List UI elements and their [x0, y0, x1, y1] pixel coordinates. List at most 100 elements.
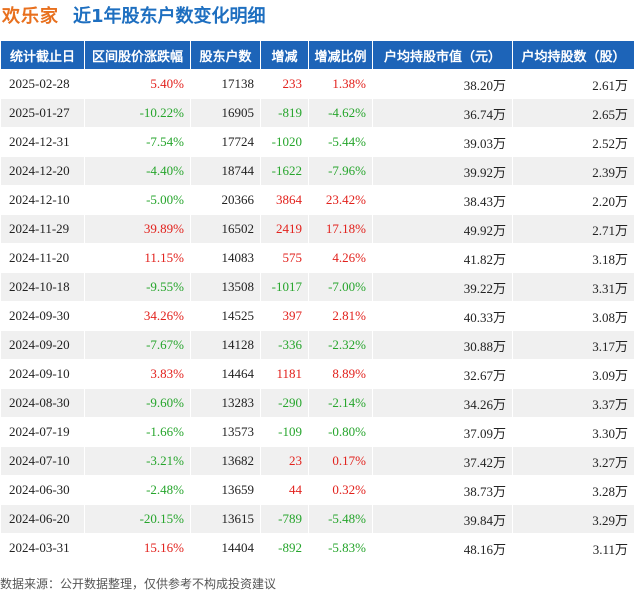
cell-avg-value: 38.73万	[372, 475, 513, 505]
cell-change: -109	[260, 417, 309, 447]
column-header: 户均持股数（股）	[512, 40, 634, 70]
cell-date: 2024-09-30	[0, 301, 85, 331]
cell-change-pct: 0.32%	[308, 475, 373, 505]
cell-price-change: -3.21%	[84, 446, 191, 476]
cell-avg-shares: 3.27万	[512, 446, 634, 476]
cell-date: 2025-01-27	[0, 98, 85, 128]
cell-avg-shares: 2.65万	[512, 98, 634, 128]
cell-change: -892	[260, 533, 309, 563]
cell-avg-value: 40.33万	[372, 301, 513, 331]
cell-holders: 16502	[190, 214, 261, 244]
stock-name: 欢乐家	[2, 6, 59, 27]
cell-holders: 17724	[190, 127, 261, 157]
cell-avg-value: 38.20万	[372, 69, 513, 99]
cell-holders: 13682	[190, 446, 261, 476]
cell-change-pct: -5.83%	[308, 533, 373, 563]
cell-price-change: -9.60%	[84, 388, 191, 418]
cell-change-pct: 17.18%	[308, 214, 373, 244]
cell-change: -336	[260, 330, 309, 360]
cell-change: 1181	[260, 359, 309, 389]
cell-date: 2024-11-29	[0, 214, 85, 244]
cell-price-change: -7.54%	[84, 127, 191, 157]
cell-date: 2024-08-30	[0, 388, 85, 418]
cell-avg-value: 32.67万	[372, 359, 513, 389]
cell-price-change: -4.40%	[84, 156, 191, 186]
cell-change: 2419	[260, 214, 309, 244]
cell-avg-value: 37.42万	[372, 446, 513, 476]
cell-change: -819	[260, 98, 309, 128]
cell-avg-value: 36.74万	[372, 98, 513, 128]
cell-avg-value: 39.03万	[372, 127, 513, 157]
cell-change: 575	[260, 243, 309, 273]
cell-holders: 16905	[190, 98, 261, 128]
column-header: 区间股价涨跌幅	[84, 40, 191, 70]
cell-holders: 20366	[190, 185, 261, 215]
table-row: 2024-12-20 -4.40% 18744 -1622 -7.96% 39.92万 2.…	[0, 156, 634, 186]
cell-avg-shares: 3.29万	[512, 504, 634, 534]
cell-avg-shares: 3.11万	[512, 533, 634, 563]
cell-change: -1020	[260, 127, 309, 157]
cell-date: 2024-06-20	[0, 504, 85, 534]
cell-price-change: 39.89%	[84, 214, 191, 244]
cell-avg-shares: 3.18万	[512, 243, 634, 273]
cell-price-change: -7.67%	[84, 330, 191, 360]
cell-avg-shares: 2.39万	[512, 156, 634, 186]
cell-change: 3864	[260, 185, 309, 215]
cell-price-change: -10.22%	[84, 98, 191, 128]
cell-avg-value: 30.88万	[372, 330, 513, 360]
cell-holders: 14525	[190, 301, 261, 331]
column-header: 增减	[260, 40, 309, 70]
cell-holders: 13615	[190, 504, 261, 534]
column-header: 股东户数	[190, 40, 261, 70]
title-bar: 欢乐家 近1年股东户数变化明细	[0, 0, 634, 30]
cell-change: -1017	[260, 272, 309, 302]
cell-holders: 14128	[190, 330, 261, 360]
cell-date: 2024-11-20	[0, 243, 85, 273]
page-title: 近1年股东户数变化明细	[73, 6, 266, 27]
cell-change-pct: -5.44%	[308, 127, 373, 157]
cell-date: 2024-09-10	[0, 359, 85, 389]
cell-holders: 13573	[190, 417, 261, 447]
cell-holders: 18744	[190, 156, 261, 186]
cell-change: 397	[260, 301, 309, 331]
cell-avg-value: 41.82万	[372, 243, 513, 273]
table-row: 2024-09-10 3.83% 14464 1181 8.89% 32.67万 3.09万	[0, 359, 634, 389]
cell-change: -1622	[260, 156, 309, 186]
cell-change-pct: -7.00%	[308, 272, 373, 302]
table-row: 2024-11-29 39.89% 16502 2419 17.18% 49.92万 2.7…	[0, 214, 634, 244]
cell-holders: 14083	[190, 243, 261, 273]
column-header: 增减比例	[308, 40, 373, 70]
cell-change-pct: -4.62%	[308, 98, 373, 128]
cell-change-pct: -0.80%	[308, 417, 373, 447]
cell-date: 2024-12-10	[0, 185, 85, 215]
cell-avg-value: 39.84万	[372, 504, 513, 534]
cell-change-pct: -7.96%	[308, 156, 373, 186]
cell-change-pct: -2.32%	[308, 330, 373, 360]
cell-change: -789	[260, 504, 309, 534]
cell-price-change: 3.83%	[84, 359, 191, 389]
table-row: 2024-07-19 -1.66% 13573 -109 -0.80% 37.09万 3.3…	[0, 417, 634, 447]
cell-avg-value: 48.16万	[372, 533, 513, 563]
cell-change-pct: 0.17%	[308, 446, 373, 476]
cell-avg-shares: 2.20万	[512, 185, 634, 215]
cell-holders: 13283	[190, 388, 261, 418]
cell-date: 2025-02-28	[0, 69, 85, 99]
table-row: 2024-09-20 -7.67% 14128 -336 -2.32% 30.88万 3.1…	[0, 330, 634, 360]
cell-change-pct: -2.14%	[308, 388, 373, 418]
table-header-row: 统计截止日 区间股价涨跌幅 股东户数 增减 增减比例 户均持股市值（元） 户均持…	[0, 40, 634, 70]
table-row: 2024-09-30 34.26% 14525 397 2.81% 40.33万 3.08万	[0, 301, 634, 331]
cell-change: 44	[260, 475, 309, 505]
cell-holders: 13508	[190, 272, 261, 302]
cell-avg-value: 34.26万	[372, 388, 513, 418]
table-row: 2024-11-20 11.15% 14083 575 4.26% 41.82万 3.18万	[0, 243, 634, 273]
cell-price-change: 5.40%	[84, 69, 191, 99]
table-row: 2024-08-30 -9.60% 13283 -290 -2.14% 34.26万 3.3…	[0, 388, 634, 418]
cell-date: 2024-12-20	[0, 156, 85, 186]
data-source-note: 数据来源：公开数据整理，仅供参考不构成投资建议	[0, 577, 277, 591]
cell-change-pct: 8.89%	[308, 359, 373, 389]
cell-holders: 13659	[190, 475, 261, 505]
cell-avg-shares: 3.30万	[512, 417, 634, 447]
cell-date: 2024-12-31	[0, 127, 85, 157]
cell-change: 23	[260, 446, 309, 476]
cell-change-pct: 23.42%	[308, 185, 373, 215]
